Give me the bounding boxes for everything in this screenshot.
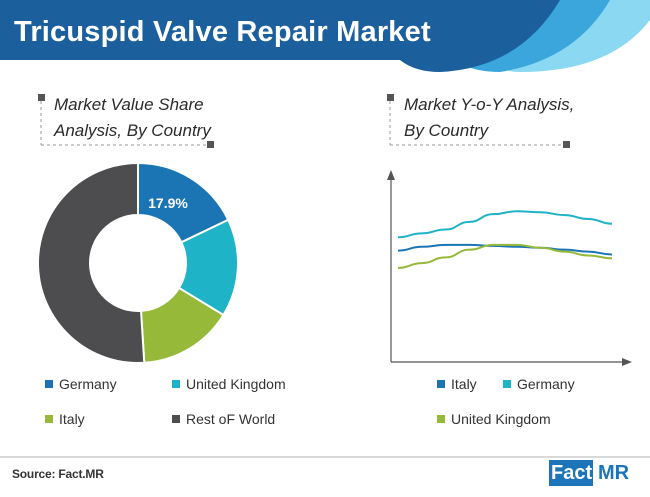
legend-swatch	[503, 380, 511, 388]
legend-label: Germany	[517, 376, 575, 392]
line-chart-axes	[387, 170, 632, 366]
legend-label: United Kingdom	[451, 411, 551, 427]
donut-chart	[38, 163, 238, 363]
caption-right-line1: Market Y-o-Y Analysis,	[404, 92, 574, 118]
series-line-italy	[398, 245, 612, 255]
legend-label: Rest oF World	[186, 411, 275, 427]
series-line-united-kingdom	[398, 245, 612, 268]
legend-swatch	[45, 380, 53, 388]
frame-marker	[387, 94, 394, 101]
legend-swatch	[45, 415, 53, 423]
legend-label: Italy	[451, 376, 477, 392]
caption-left: Market Value Share Analysis, By Country	[54, 92, 211, 144]
caption-left-line2: Analysis, By Country	[54, 118, 211, 144]
legend-swatch	[172, 380, 180, 388]
logo-text-fact: Fact.	[551, 461, 598, 485]
logo-text-mr: MR	[598, 461, 629, 485]
frame-marker	[38, 94, 45, 101]
y-axis-arrow	[387, 170, 395, 180]
caption-left-line1: Market Value Share	[54, 92, 211, 118]
legend-label: United Kingdom	[186, 376, 286, 392]
donut-slice-rest-of-world	[38, 163, 144, 363]
legend-label: Germany	[59, 376, 117, 392]
legend-label: Italy	[59, 411, 85, 427]
series-line-germany	[398, 211, 612, 237]
legend-swatch	[437, 415, 445, 423]
donut-data-label: 17.9%	[148, 195, 188, 211]
caption-right-line2: By Country	[404, 118, 574, 144]
legend-swatch	[437, 380, 445, 388]
legend-swatch	[172, 415, 180, 423]
source-note: Source: Fact.MR	[12, 467, 104, 481]
caption-right: Market Y-o-Y Analysis, By Country	[404, 92, 574, 144]
line-chart-series	[398, 211, 612, 268]
x-axis-arrow	[622, 358, 632, 366]
factmr-logo: Fact. MR	[549, 458, 642, 488]
